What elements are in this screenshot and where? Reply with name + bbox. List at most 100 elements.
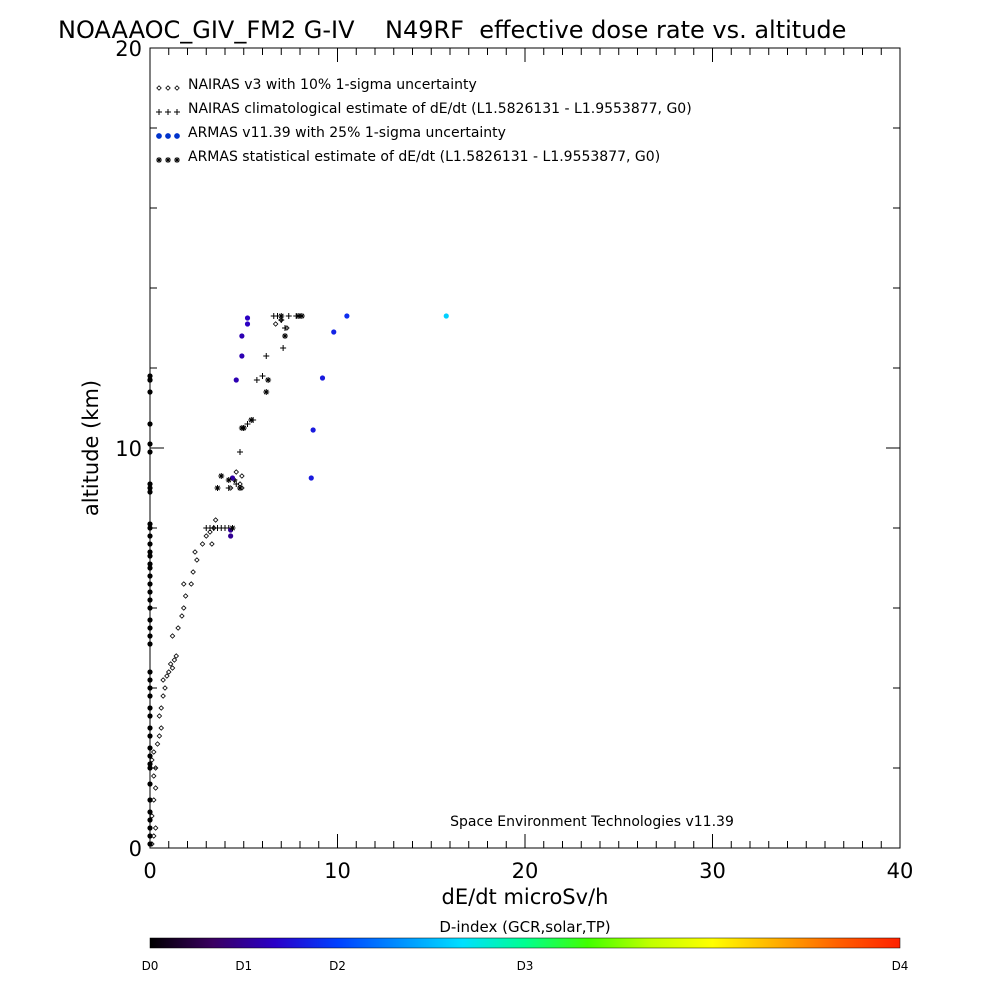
dot-point [443,313,449,319]
legend-marker [165,85,171,91]
plus-point [282,325,288,331]
asterisk-point [214,485,221,491]
plus-point [259,373,266,379]
y-tick-label: 0 [129,837,142,861]
dot-point [147,765,153,771]
plus-point [253,377,260,383]
diamond-point [152,785,159,791]
plus-point [244,421,251,427]
asterisk-point [237,485,243,491]
legend-marker [156,109,162,115]
dot-point [147,373,153,379]
diamond-point [207,529,213,535]
annotation: Space Environment Technologies v11.39 [450,814,734,830]
legend-marker [156,133,162,139]
diamond-point [150,749,157,755]
data-points [147,313,449,847]
legend-marker [174,157,180,163]
diamond-point [152,825,159,831]
diamond-point [272,321,279,327]
diamond-point [194,557,200,563]
dot-point [147,633,153,639]
dot-point [308,475,314,481]
diamond-point [169,665,176,671]
diamond-point [156,733,163,739]
legend-marker [174,133,180,139]
dot-point [147,761,153,767]
diamond-point [188,581,195,587]
legend-label: ARMAS v11.39 with 25% 1-sigma uncertaint… [188,125,506,141]
diamond-point [160,693,166,699]
dot-point [147,581,153,587]
dot-point [319,375,326,381]
diamond-point [212,517,219,523]
diamond-point [233,469,240,475]
x-tick-label: 40 [887,859,914,883]
dot-point [147,421,153,427]
legend-marker [165,109,171,115]
dot-point [147,389,153,395]
dot-point [147,625,153,631]
legend-label: NAIRAS climatological estimate of dE/dt … [188,101,692,117]
legend-marker [156,85,162,91]
colorbar-title: D-index (GCR,solar,TP) [439,918,610,936]
dot-point [147,641,153,647]
colorbar [149,937,901,949]
asterisk-point [278,313,285,319]
diamond-point [179,613,185,619]
dot-point [239,333,245,339]
y-axis-label: altitude (km) [79,380,103,516]
dot-point [228,533,234,539]
plot-frame [149,47,901,849]
dot-point [147,605,153,611]
legend-label: NAIRAS v3 with 10% 1-sigma uncertainty [188,77,477,93]
diamond-point [175,625,181,631]
colorbar-label: D1 [235,959,252,973]
y-tick-label: 20 [115,37,142,61]
dot-point [344,313,350,319]
dot-point [147,705,153,711]
dot-point [147,489,153,495]
diamond-point [182,593,189,599]
diamond-point [150,773,157,779]
diamond-point [156,713,163,719]
dot-point [229,475,236,481]
legend-label: ARMAS statistical estimate of dE/dt (L1.… [188,149,660,165]
dot-point [147,677,153,683]
asterisk-point [282,333,288,339]
asterisk-point [225,477,232,483]
dot-point [147,377,153,383]
dot-point [147,781,153,787]
dot-point [147,597,153,603]
legend-marker [165,133,171,139]
colorbar-label: D3 [517,959,534,973]
chart-title: NOAAAOC_GIV_FM2 G-IV N49RF effective dos… [58,16,846,44]
dot-point [147,753,153,759]
diamond-point [192,549,198,555]
plus-point [280,345,287,351]
dot-point [147,481,153,487]
diamond-point [167,661,174,667]
colorbar-label: D4 [892,959,909,973]
colorbar-label: D0 [142,959,159,973]
diamond-point [171,657,178,663]
x-tick-label: 0 [143,859,156,883]
dot-point [147,561,153,567]
x-tick-label: 20 [512,859,539,883]
dot-point [147,441,153,447]
asterisk-point [265,377,272,383]
dot-point [147,553,153,559]
dot-point [147,541,153,547]
diamond-point [162,685,168,691]
colorbar-labels: D0 D1 D2 D3 D4 [142,959,909,973]
dot-point [147,617,153,623]
asterisk-point [263,389,270,395]
plus-point [237,449,243,455]
y-tick-label: 10 [115,437,142,461]
legend-marker [174,85,180,91]
dot-point [331,329,337,335]
dot-point [239,353,245,359]
dot-point [147,817,153,823]
dot-point [147,809,153,815]
